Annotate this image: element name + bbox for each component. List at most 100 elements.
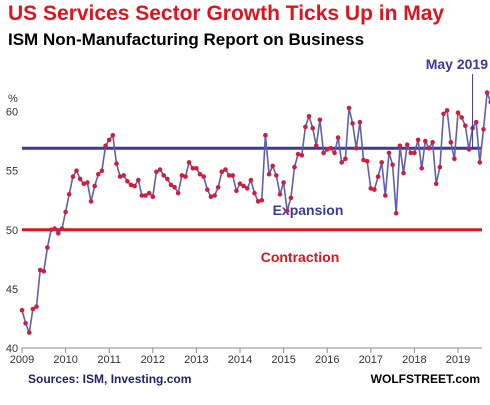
data-point	[444, 108, 450, 113]
data-point	[41, 268, 47, 274]
data-point	[245, 186, 250, 191]
contraction-label: Contraction	[261, 249, 340, 265]
data-point	[161, 173, 166, 178]
data-point	[37, 267, 43, 273]
data-point	[317, 117, 323, 123]
may-2019-label: May 2019	[426, 56, 488, 72]
x-tick-label: 2019	[446, 354, 470, 366]
expansion-label: Expansion	[273, 202, 344, 218]
data-point	[426, 145, 432, 151]
data-point	[452, 156, 457, 162]
x-tick-label: 2010	[53, 354, 77, 366]
data-point	[277, 192, 283, 197]
data-point	[99, 168, 105, 173]
data-point	[96, 171, 101, 177]
data-point	[346, 105, 352, 111]
data-point	[386, 150, 392, 156]
data-point	[70, 174, 76, 179]
annotations: May 2019 Sources: ISM, Investing.com WOLFS…	[28, 56, 488, 386]
data-point	[481, 127, 486, 132]
data-point	[350, 121, 355, 126]
data-point	[379, 160, 385, 165]
data-point	[165, 176, 170, 182]
data-point	[77, 176, 83, 182]
data-point	[190, 166, 196, 171]
y-tick-label: 50	[6, 225, 18, 237]
data-point	[372, 187, 377, 192]
data-point	[205, 187, 210, 192]
y-tick-label: 45	[6, 284, 18, 296]
axis-layer: % 40 45 50 55 60 2009 2010 2011 2012 2013 2014 2015 2…	[6, 93, 482, 366]
data-point	[106, 137, 112, 143]
data-point	[19, 307, 25, 313]
data-point	[248, 177, 254, 183]
data-point	[146, 190, 152, 196]
chart-subtitle: ISM Non-Manufacturing Report on Business	[8, 30, 365, 49]
data-point	[357, 119, 363, 125]
data-point	[401, 170, 406, 176]
chart-title: US Services Sector Growth Ticks Up in Ma…	[8, 2, 445, 25]
data-point	[114, 161, 119, 166]
data-point	[393, 210, 399, 216]
data-point	[459, 115, 465, 120]
data-point	[339, 160, 345, 165]
data-point	[343, 156, 348, 162]
data-point	[132, 183, 137, 189]
data-point	[56, 231, 61, 236]
data-point	[332, 150, 337, 156]
data-point	[455, 110, 461, 115]
data-point	[335, 135, 341, 140]
data-point	[85, 180, 90, 185]
y-tick-label: 40	[6, 343, 18, 355]
data-point	[266, 171, 272, 177]
data-point	[208, 194, 214, 199]
data-point	[310, 125, 316, 131]
data-point	[154, 169, 159, 175]
data-point	[81, 181, 87, 186]
x-tick-label: 2011	[97, 354, 121, 366]
data-point	[172, 184, 177, 190]
data-point	[52, 226, 57, 231]
series-line	[21, 91, 490, 334]
data-point	[219, 169, 225, 175]
data-point	[484, 90, 490, 95]
data-point	[23, 320, 28, 326]
data-point	[408, 150, 414, 156]
data-point	[299, 153, 305, 158]
data-point	[383, 193, 388, 198]
data-point	[66, 192, 72, 197]
data-point	[404, 142, 410, 147]
data-point	[63, 209, 68, 215]
data-point	[303, 124, 308, 130]
reference-lines: Expansion Contraction	[22, 146, 482, 265]
y-tick-label: 60	[6, 107, 18, 119]
data-point	[34, 304, 39, 309]
data-point	[306, 114, 312, 119]
data-point	[175, 190, 181, 196]
data-point	[186, 160, 192, 165]
data-point	[364, 158, 370, 164]
y-tick-label: 55	[6, 166, 18, 178]
data-point	[194, 166, 199, 171]
x-tick-label: 2009	[10, 354, 34, 366]
data-point	[117, 174, 123, 179]
data-point	[223, 167, 228, 172]
data-point	[128, 182, 134, 188]
data-point	[168, 182, 174, 188]
data-point	[368, 186, 374, 191]
data-point	[197, 171, 203, 177]
data-point	[412, 150, 417, 156]
data-point	[179, 173, 185, 178]
data-point	[463, 123, 468, 128]
data-point	[263, 132, 268, 138]
series-layer	[19, 90, 490, 335]
data-point	[397, 143, 403, 149]
source-note: Sources: ISM, Investing.com	[28, 372, 191, 386]
data-point	[284, 208, 290, 214]
data-point	[441, 111, 446, 117]
data-point	[212, 193, 217, 198]
data-point	[237, 181, 243, 186]
data-point	[201, 174, 206, 179]
data-point	[48, 227, 54, 233]
data-point	[477, 160, 483, 165]
